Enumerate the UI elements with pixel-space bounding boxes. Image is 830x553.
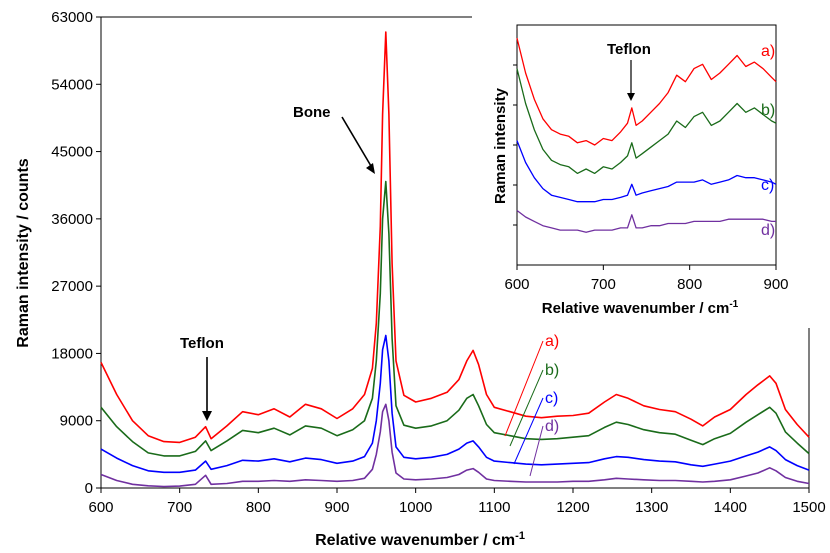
y-tick-label: 63000	[51, 9, 93, 26]
series-line-3	[100, 334, 810, 474]
x-tick-label: 600	[88, 499, 113, 516]
main-series-group	[100, 31, 810, 488]
y-tick-label: 0	[85, 480, 93, 497]
series-label: d)	[545, 418, 559, 435]
inset-x-axis-title: Relative wavenumber / cm-1	[542, 299, 739, 317]
inset-series-group	[516, 37, 777, 233]
x-axis-title-text: Relative wavenumber / cm	[315, 532, 515, 549]
series-label-leader	[509, 369, 544, 447]
y-axis-ticks: 0 9000 18000 27000 36000 45000 54000 63000	[51, 9, 101, 497]
teflon-arrow-head	[202, 411, 212, 421]
inset-series-line-1	[516, 37, 777, 146]
inset-teflon-arrow-head	[627, 93, 635, 101]
x-axis-title-superscript: -1	[515, 530, 525, 542]
x-tick-label: 1300	[635, 499, 668, 516]
inset-series-line-2	[516, 68, 777, 175]
inset-series-label: c)	[761, 177, 774, 194]
inset-series-line-3	[516, 140, 777, 203]
teflon-label: Teflon	[180, 335, 224, 352]
inset-series-line-4	[516, 209, 776, 233]
series-label-leader	[513, 397, 544, 465]
x-tick-label: 1500	[792, 499, 825, 516]
inset-x-axis-title-text: Relative wavenumber / cm	[542, 300, 730, 317]
bone-annotation: Bone	[293, 104, 375, 174]
y-tick-label: 9000	[60, 413, 93, 430]
x-tick-label: 700	[167, 499, 192, 516]
inset-plot-area: 600 700 800 900 a) b) c) d) Raman intensity Re…	[472, 8, 820, 328]
inset-x-axis-title-superscript: -1	[729, 299, 738, 310]
series-label: b)	[545, 362, 559, 379]
series-label-leader	[504, 340, 544, 437]
inset-background	[472, 8, 820, 328]
series-line-4	[100, 403, 810, 488]
inset-teflon-label: Teflon	[607, 41, 651, 58]
y-tick-label: 18000	[51, 345, 93, 362]
inset-x-tick-label: 600	[504, 276, 529, 293]
inset-x-tick-label: 900	[763, 276, 788, 293]
inset-series-label: a)	[761, 43, 775, 60]
series-label: c)	[545, 390, 558, 407]
bone-label: Bone	[293, 104, 331, 121]
inset-x-tick-label: 800	[677, 276, 702, 293]
x-tick-label: 1000	[399, 499, 432, 516]
y-axis-title: Raman intensity / counts	[15, 158, 32, 347]
y-tick-label: 54000	[51, 76, 93, 93]
inset-series-label: d)	[761, 222, 775, 239]
y-tick-label: 45000	[51, 144, 93, 161]
inset-teflon-annotation: Teflon	[607, 41, 651, 101]
bone-arrow-head	[366, 163, 375, 174]
x-tick-label: 1400	[714, 499, 747, 516]
series-label: a)	[545, 333, 559, 350]
series-line-2	[100, 180, 810, 457]
series-labels: a) b) c) d)	[504, 333, 559, 477]
inset-y-axis-ticks	[513, 64, 517, 226]
inset-series-labels: a) b) c) d)	[761, 43, 775, 239]
x-tick-label: 1100	[478, 499, 510, 516]
x-axis-ticks: 600 700 800 900 1000 1100 1200 1300 1400 1500	[88, 488, 826, 516]
y-tick-label: 36000	[51, 211, 93, 228]
series-label-leader	[529, 425, 544, 477]
teflon-annotation: Teflon	[180, 335, 224, 421]
x-tick-label: 1200	[556, 499, 589, 516]
inset-series-label: b)	[761, 102, 775, 119]
inset-y-axis-title: Raman intensity	[492, 87, 509, 204]
inset-x-axis-ticks: 600 700 800 900	[504, 265, 789, 293]
y-tick-label: 27000	[51, 278, 93, 295]
inset-x-tick-label: 700	[591, 276, 616, 293]
main-plot-area: 0 9000 18000 27000 36000 45000 54000 63000 600 7…	[15, 9, 826, 549]
x-tick-label: 800	[246, 499, 271, 516]
x-tick-label: 900	[324, 499, 349, 516]
x-axis-title: Relative wavenumber / cm-1	[315, 530, 525, 549]
series-line-1	[100, 31, 810, 444]
bone-arrow-line	[341, 116, 372, 167]
